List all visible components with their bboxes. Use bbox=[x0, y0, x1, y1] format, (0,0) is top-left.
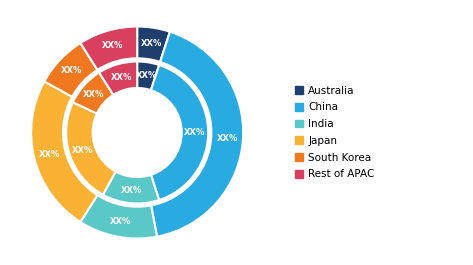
Wedge shape bbox=[137, 26, 170, 62]
Wedge shape bbox=[137, 61, 159, 90]
Wedge shape bbox=[80, 26, 137, 70]
Text: XX%: XX% bbox=[110, 73, 132, 82]
Legend: Australia, China, India, Japan, South Korea, Rest of APAC: Australia, China, India, Japan, South Ko… bbox=[289, 80, 380, 185]
Wedge shape bbox=[31, 81, 97, 222]
Text: XX%: XX% bbox=[217, 134, 238, 143]
Text: XX%: XX% bbox=[121, 186, 142, 195]
Wedge shape bbox=[44, 43, 97, 97]
Text: XX%: XX% bbox=[61, 66, 82, 75]
Text: XX%: XX% bbox=[83, 90, 105, 99]
Text: XX%: XX% bbox=[39, 151, 61, 160]
Text: XX%: XX% bbox=[110, 217, 131, 226]
Text: XX%: XX% bbox=[184, 128, 206, 137]
Wedge shape bbox=[66, 102, 116, 195]
Wedge shape bbox=[73, 73, 114, 113]
Wedge shape bbox=[103, 171, 159, 204]
Wedge shape bbox=[80, 195, 157, 238]
Text: XX%: XX% bbox=[101, 42, 123, 50]
Wedge shape bbox=[99, 61, 137, 95]
Text: XX%: XX% bbox=[71, 146, 93, 155]
Wedge shape bbox=[151, 65, 208, 200]
Text: XX%: XX% bbox=[136, 71, 157, 80]
Text: XX%: XX% bbox=[140, 39, 162, 48]
Wedge shape bbox=[151, 32, 243, 237]
